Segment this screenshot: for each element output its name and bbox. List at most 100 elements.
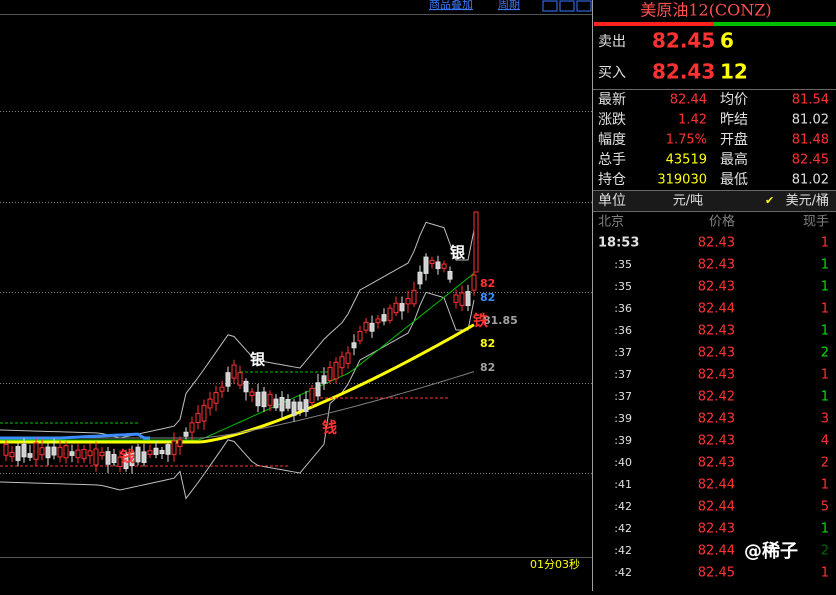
candle-body: [177, 439, 183, 448]
candle-body: [315, 382, 321, 397]
candle-body: [309, 387, 315, 404]
candle-body: [417, 271, 423, 285]
tick-size: 1: [821, 280, 829, 295]
candle-body: [21, 443, 27, 458]
ask-price: 82.45: [652, 29, 715, 53]
bid-size: 12: [720, 60, 748, 84]
candle-body: [321, 375, 327, 384]
candle-body: [225, 372, 231, 387]
candle-body: [219, 386, 225, 392]
candle-body: [291, 401, 297, 416]
candle-body: [447, 270, 453, 280]
bid-label: 买入: [598, 65, 626, 81]
candle-body: [471, 274, 477, 291]
candle-body: [33, 442, 39, 460]
candle-body: [441, 263, 447, 269]
candle-body: [435, 261, 441, 270]
candle-body: [69, 451, 75, 456]
candle-body: [351, 342, 357, 349]
button[interactable]: [576, 0, 592, 12]
ma-blue: [0, 432, 150, 440]
tick-time: :35: [614, 258, 632, 271]
candle-body: [375, 318, 381, 324]
button[interactable]: [542, 0, 558, 12]
candle-body: [249, 391, 255, 396]
tick-price: 82.43: [698, 522, 735, 537]
band-upper: [0, 221, 475, 439]
stat-value: 82.45: [792, 153, 829, 168]
candle-body: [15, 445, 21, 461]
candle-body: [279, 396, 285, 412]
candle-body: [171, 440, 177, 455]
stat-value: 81.48: [792, 133, 829, 148]
price-label: 82: [480, 291, 495, 304]
marker: 钱: [322, 419, 337, 437]
candle-body: [405, 298, 411, 305]
candle-body: [387, 307, 393, 321]
toolbar-button[interactable]: 周期: [498, 0, 520, 11]
stat-value: 1.75%: [666, 133, 707, 148]
candle-body: [93, 448, 99, 466]
tick-size: 1: [821, 390, 829, 405]
candle-body: [381, 314, 387, 322]
candle-body: [327, 367, 333, 381]
candle-body: [141, 451, 147, 463]
marker: 银: [250, 351, 266, 369]
ticks-header: 现手: [803, 215, 829, 230]
candle-body: [473, 211, 479, 273]
marker: 银: [450, 244, 466, 262]
ma-green: [0, 272, 475, 441]
candle-body: [339, 356, 345, 369]
candle-body: [129, 452, 135, 466]
candle-body: [99, 451, 105, 457]
tick-price: 82.43: [698, 258, 735, 273]
candle-body: [123, 453, 129, 470]
stat-value: 1.42: [678, 113, 707, 128]
candle-body: [423, 256, 429, 274]
tick-time: :42: [614, 500, 632, 513]
candle-body: [429, 259, 435, 265]
candle-body: [39, 447, 45, 456]
unit-option[interactable]: 元/吨: [673, 194, 703, 209]
tick-size: 1: [821, 566, 829, 581]
candle-body: [51, 446, 57, 456]
unit-check: ✔: [765, 194, 774, 207]
unit-option[interactable]: 美元/桶: [786, 194, 829, 209]
tick-size: 1: [821, 522, 829, 537]
stat-label: 开盘: [720, 131, 748, 148]
tick-price: 82.44: [698, 302, 735, 317]
stat-value: 319030: [657, 173, 707, 188]
tick-price: 82.43: [698, 236, 735, 251]
tick-time: :35: [614, 280, 632, 293]
tick-size: 3: [821, 412, 829, 427]
candle-body: [357, 331, 363, 342]
toolbar-button[interactable]: 商品叠加: [429, 0, 473, 11]
tick-price: 82.45: [698, 566, 735, 581]
stat-label: 最新: [598, 92, 626, 108]
candle-body: [87, 450, 93, 457]
stat-label: 涨跌: [598, 112, 626, 128]
button[interactable]: [559, 0, 575, 12]
tick-price: 82.43: [698, 324, 735, 339]
stat-value: 43519: [666, 153, 707, 168]
tick-price: 82.43: [698, 412, 735, 427]
tick-time: :37: [614, 368, 632, 381]
candle-body: [45, 446, 51, 459]
tick-time: :37: [614, 346, 632, 359]
tick-time: :39: [614, 412, 632, 425]
candle-body: [297, 401, 303, 411]
candle-body: [105, 451, 111, 465]
stat-value: 82.44: [670, 93, 707, 108]
candle-body: [465, 291, 471, 307]
tick-size: 4: [821, 434, 829, 449]
candle-body: [3, 443, 9, 456]
candle-body: [333, 361, 339, 380]
stat-label: 总手: [598, 152, 626, 168]
candle-body: [111, 453, 117, 464]
tick-size: 1: [821, 368, 829, 383]
tick-size: 1: [821, 258, 829, 273]
tick-size: 1: [821, 236, 829, 251]
candle-body: [261, 391, 267, 408]
price-chart: [0, 211, 479, 500]
